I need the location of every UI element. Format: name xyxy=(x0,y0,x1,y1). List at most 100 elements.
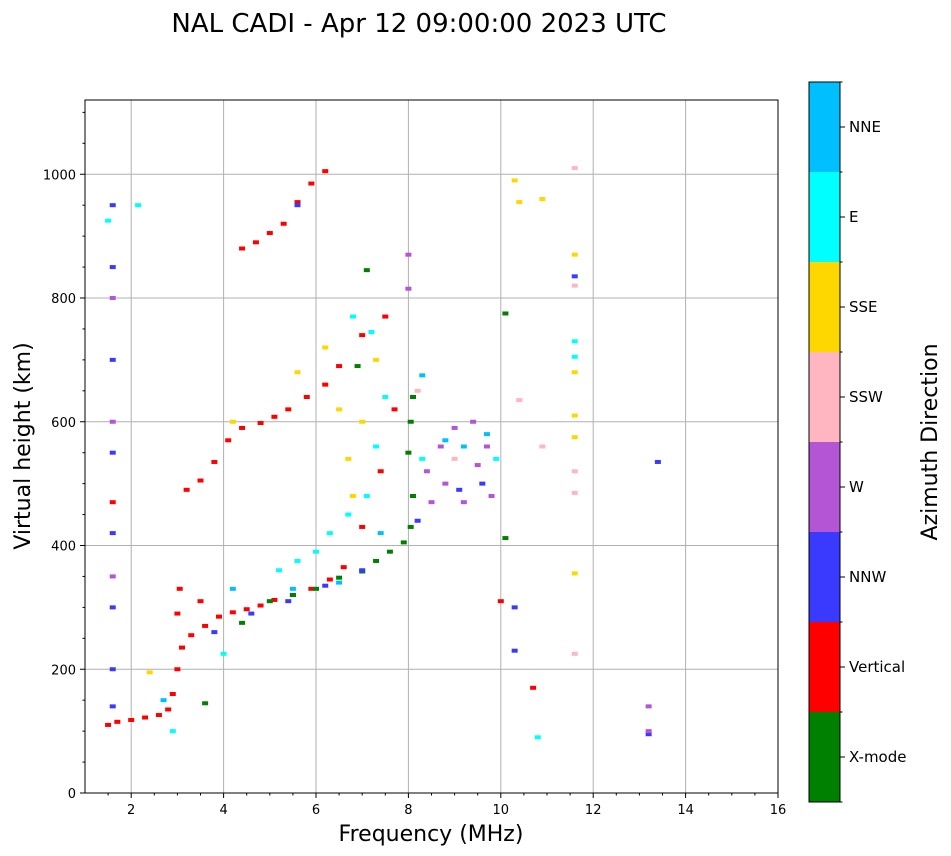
x-tick-label: 6 xyxy=(312,803,320,818)
echo-point xyxy=(239,246,246,251)
gridlines xyxy=(85,100,778,793)
echo-point xyxy=(197,599,204,604)
x-tick-label: 10 xyxy=(493,803,510,818)
echo-point xyxy=(243,607,250,612)
y-tick-label: 200 xyxy=(51,663,76,678)
echo-point xyxy=(146,670,153,675)
echo-point xyxy=(442,438,449,443)
echo-point xyxy=(336,580,343,585)
colorbar-segment xyxy=(809,352,840,442)
echo-point xyxy=(654,459,661,464)
echo-point xyxy=(160,698,167,703)
echo-point xyxy=(407,419,414,424)
echo-point xyxy=(197,478,204,483)
y-tick-label: 600 xyxy=(51,416,76,431)
echo-point xyxy=(239,620,246,625)
echo-point xyxy=(530,685,537,690)
echo-point xyxy=(155,713,162,718)
echo-point xyxy=(239,425,246,430)
colorbar-label: Azimuth Direction xyxy=(918,343,943,540)
echo-point xyxy=(571,354,578,359)
echo-point xyxy=(428,500,435,505)
echo-point xyxy=(571,370,578,375)
echo-point xyxy=(313,586,319,591)
echo-point xyxy=(645,704,652,709)
echo-point xyxy=(169,692,176,696)
echo-point xyxy=(349,494,356,498)
colorbar-segment xyxy=(809,262,840,352)
echo-point xyxy=(229,610,236,615)
echo-point xyxy=(109,574,116,579)
echo-point xyxy=(109,296,116,300)
echo-point xyxy=(225,438,232,443)
colorbar-segment xyxy=(809,532,840,622)
echo-point xyxy=(266,231,273,236)
echo-point xyxy=(165,707,172,712)
echo-point xyxy=(211,630,218,635)
echo-point xyxy=(289,586,296,591)
echo-point xyxy=(571,413,578,418)
echo-point xyxy=(215,614,222,619)
data-marks xyxy=(105,166,661,740)
echo-point xyxy=(391,407,398,412)
echo-point xyxy=(294,558,301,563)
echo-point xyxy=(202,623,209,628)
x-tick-label: 4 xyxy=(219,803,227,818)
colorbar-tick-label: E xyxy=(849,208,858,226)
echo-point xyxy=(571,274,578,279)
echo-point xyxy=(382,395,389,399)
echo-point xyxy=(336,407,343,412)
echo-point xyxy=(373,357,380,362)
echo-point xyxy=(109,203,116,208)
echo-point xyxy=(326,577,333,582)
echo-point xyxy=(571,435,578,440)
echo-point xyxy=(179,645,186,650)
echo-point xyxy=(645,732,652,737)
echo-point xyxy=(410,494,417,498)
echo-point xyxy=(405,252,412,257)
echo-point xyxy=(257,420,264,425)
echo-point xyxy=(183,487,190,492)
echo-point xyxy=(405,450,412,455)
echo-point xyxy=(109,500,116,505)
echo-point xyxy=(142,715,149,720)
echo-point xyxy=(308,181,315,186)
y-axis: 0 200 400 600 800 1000 xyxy=(43,111,85,802)
echo-point xyxy=(511,648,518,653)
echo-point xyxy=(202,701,209,706)
echo-point xyxy=(470,419,477,424)
y-axis-label: Virtual height (km) xyxy=(11,342,36,549)
x-tick-label: 14 xyxy=(677,803,694,818)
echo-point xyxy=(400,540,407,545)
y-tick-label: 1000 xyxy=(43,168,76,183)
echo-point xyxy=(502,536,509,541)
echo-point xyxy=(497,599,504,604)
echo-point xyxy=(252,240,259,245)
echo-point xyxy=(174,611,181,616)
echo-point xyxy=(451,456,458,461)
echo-point xyxy=(539,444,546,449)
echo-point xyxy=(135,203,142,208)
echo-point xyxy=(571,283,578,288)
x-axis-label: Frequency (MHz) xyxy=(339,822,524,847)
colorbar-tick-label: SSW xyxy=(849,388,883,406)
echo-point xyxy=(414,388,421,393)
echo-point xyxy=(382,314,389,319)
echo-point xyxy=(266,599,273,604)
plot-area xyxy=(85,100,778,793)
echo-point xyxy=(571,166,578,171)
echo-point xyxy=(479,481,486,486)
echo-point xyxy=(349,314,356,319)
echo-point xyxy=(271,597,278,602)
colorbar-tick-label: X-mode xyxy=(849,748,906,766)
echo-point xyxy=(340,565,347,570)
echo-point xyxy=(169,729,176,734)
echo-point xyxy=(571,490,578,495)
echo-point xyxy=(373,558,380,563)
echo-point xyxy=(322,345,329,350)
echo-point xyxy=(419,373,426,378)
echo-point xyxy=(271,414,278,419)
echo-point xyxy=(303,395,310,399)
echo-point xyxy=(474,463,481,468)
echo-point xyxy=(109,531,116,536)
